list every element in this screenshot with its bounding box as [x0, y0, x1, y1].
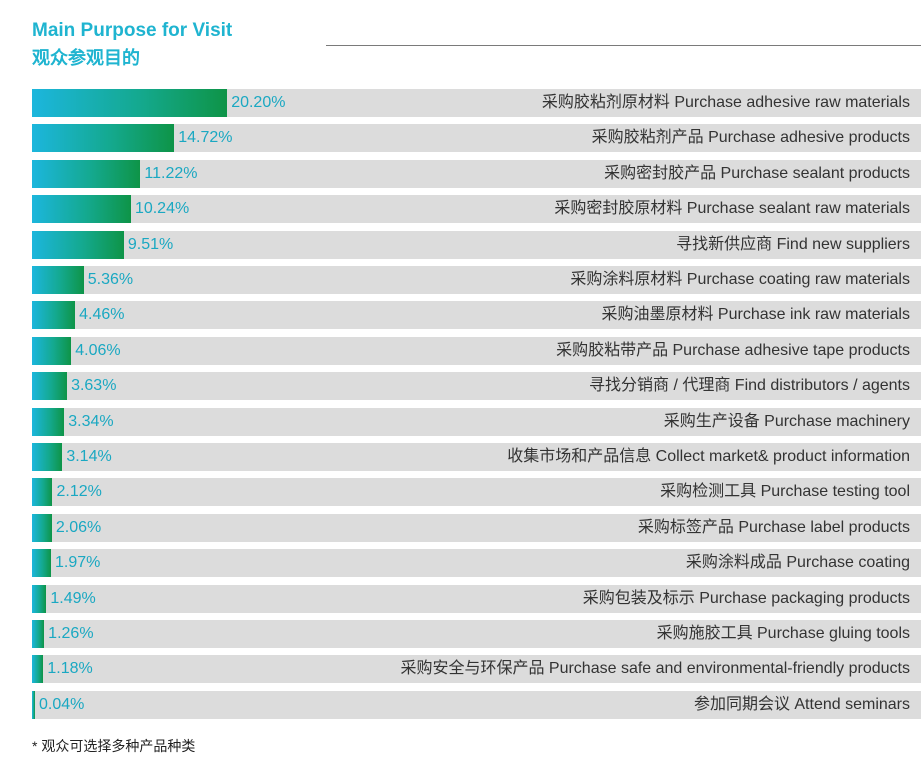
category-label: 采购标签产品 Purchase label products: [637, 518, 910, 536]
bar-row: 14.72% 采购胶粘剂产品 Purchase adhesive products: [32, 124, 921, 153]
category-label: 采购安全与环保产品 Purchase safe and environmenta…: [400, 660, 910, 678]
bar-row: 1.49% 采购包装及标示 Purchase packaging products: [32, 584, 921, 613]
bar-value-label: 4.06%: [75, 341, 121, 359]
category-label: 采购胶粘剂产品 Purchase adhesive products: [591, 129, 910, 147]
bar-value-label: 1.18%: [47, 660, 93, 678]
category-label: 采购密封胶产品 Purchase sealant products: [604, 164, 910, 182]
bar-row: 3.34% 采购生产设备 Purchase machinery: [32, 407, 921, 436]
bar-value-label: 3.14%: [66, 448, 112, 465]
bar-value-label: 1.49%: [50, 589, 96, 607]
bar-value-label: 0.04%: [39, 695, 85, 713]
bar: [32, 124, 175, 153]
bar: [32, 690, 35, 719]
category-label: 采购施胶工具 Purchase gluing tools: [656, 625, 910, 642]
category-label: 收集市场和产品信息 Collect market& product inform…: [507, 448, 910, 465]
bar-row: 4.06% 采购胶粘带产品 Purchase adhesive tape prod…: [32, 336, 921, 365]
bar: [32, 195, 131, 224]
bar: [32, 620, 45, 648]
bar-value-label: 1.97%: [55, 554, 101, 572]
category-label: 采购胶粘带产品 Purchase adhesive tape products: [556, 341, 910, 359]
bar-row: 3.14% 收集市场和产品信息 Collect market& product i…: [32, 443, 921, 471]
bar-row: 4.46% 采购油墨原材料 Purchase ink raw materials: [32, 301, 921, 330]
bar: [32, 301, 76, 330]
bar-value-label: 5.36%: [87, 271, 134, 288]
category-label: 采购胶粘剂原材料 Purchase adhesive raw materials: [541, 94, 910, 111]
bar-value-label: 11.22%: [144, 164, 198, 182]
bar: [32, 89, 228, 117]
bar-row: 1.18% 采购安全与环保产品 Purchase safe and environ…: [32, 655, 921, 684]
bar-value-label: 20.20%: [231, 94, 286, 111]
category-label: 采购密封胶原材料 Purchase sealant raw materials: [554, 200, 910, 218]
bar: [32, 584, 47, 613]
bar-row: 11.22% 采购密封胶产品 Purchase sealant products: [32, 159, 921, 188]
category-label: 采购检测工具 Purchase testing tool: [660, 483, 910, 501]
bar-value-label: 2.12%: [56, 483, 102, 501]
category-label: 采购生产设备 Purchase machinery: [663, 412, 910, 430]
category-label: 寻找新供应商 Find new suppliers: [676, 235, 910, 253]
bar-value-label: 3.63%: [71, 377, 117, 395]
bar: [32, 407, 65, 436]
bar-row: 2.06% 采购标签产品 Purchase label products: [32, 513, 921, 542]
bar-row: 5.36% 采购涂料原材料 Purchase coating raw materi…: [32, 266, 921, 294]
bar-row: 0.04% 参加同期会议 Attend seminars: [32, 690, 921, 719]
bar: [32, 336, 72, 365]
bar-row: 10.24% 采购密封胶原材料 Purchase sealant raw mate…: [32, 195, 921, 224]
bar: [32, 478, 53, 507]
bar: [32, 549, 52, 578]
bar-row: 9.51% 寻找新供应商 Find new suppliers: [32, 230, 921, 259]
category-label: 参加同期会议 Attend seminars: [693, 695, 910, 713]
bar-value-label: 9.51%: [127, 235, 174, 253]
bar-row: 1.97% 采购涂料成品 Purchase coating: [32, 549, 921, 578]
bar-row: 3.63% 寻找分销商 / 代理商 Find distributors / age…: [32, 372, 921, 401]
category-label: 采购油墨原材料 Purchase ink raw materials: [601, 306, 910, 324]
bar: [32, 655, 44, 684]
bar-value-label: 3.34%: [68, 412, 114, 430]
footnote: * 观众可选择多种产品种类: [32, 738, 196, 754]
chart-title-en: Main Purpose for Visit: [32, 20, 233, 41]
category-label: 寻找分销商 / 代理商 Find distributors / agents: [589, 377, 910, 395]
bar-value-label: 14.72%: [178, 129, 233, 147]
bar: [32, 372, 68, 401]
bar: [32, 230, 124, 259]
bar: [32, 159, 141, 188]
category-label: 采购包装及标示 Purchase packaging products: [582, 589, 910, 607]
category-label: 采购涂料成品 Purchase coating: [685, 554, 910, 572]
bar-row: 2.12% 采购检测工具 Purchase testing tool: [32, 478, 921, 507]
bar: [32, 443, 63, 471]
bar-row: 20.20% 采购胶粘剂原材料 Purchase adhesive raw mat…: [32, 89, 921, 117]
bar-value-label: 10.24%: [134, 200, 190, 218]
bar: [32, 513, 52, 542]
bar-value-label: 4.46%: [79, 306, 125, 324]
title-divider: [326, 45, 921, 46]
bar: [32, 266, 84, 294]
bar-value-label: 1.26%: [48, 625, 94, 642]
bar-value-label: 2.06%: [55, 518, 102, 536]
category-label: 采购涂料原材料 Purchase coating raw materials: [570, 271, 910, 288]
bar-row: 1.26% 采购施胶工具 Purchase gluing tools: [32, 620, 921, 648]
chart-title-cn: 观众参观目的: [32, 48, 140, 68]
